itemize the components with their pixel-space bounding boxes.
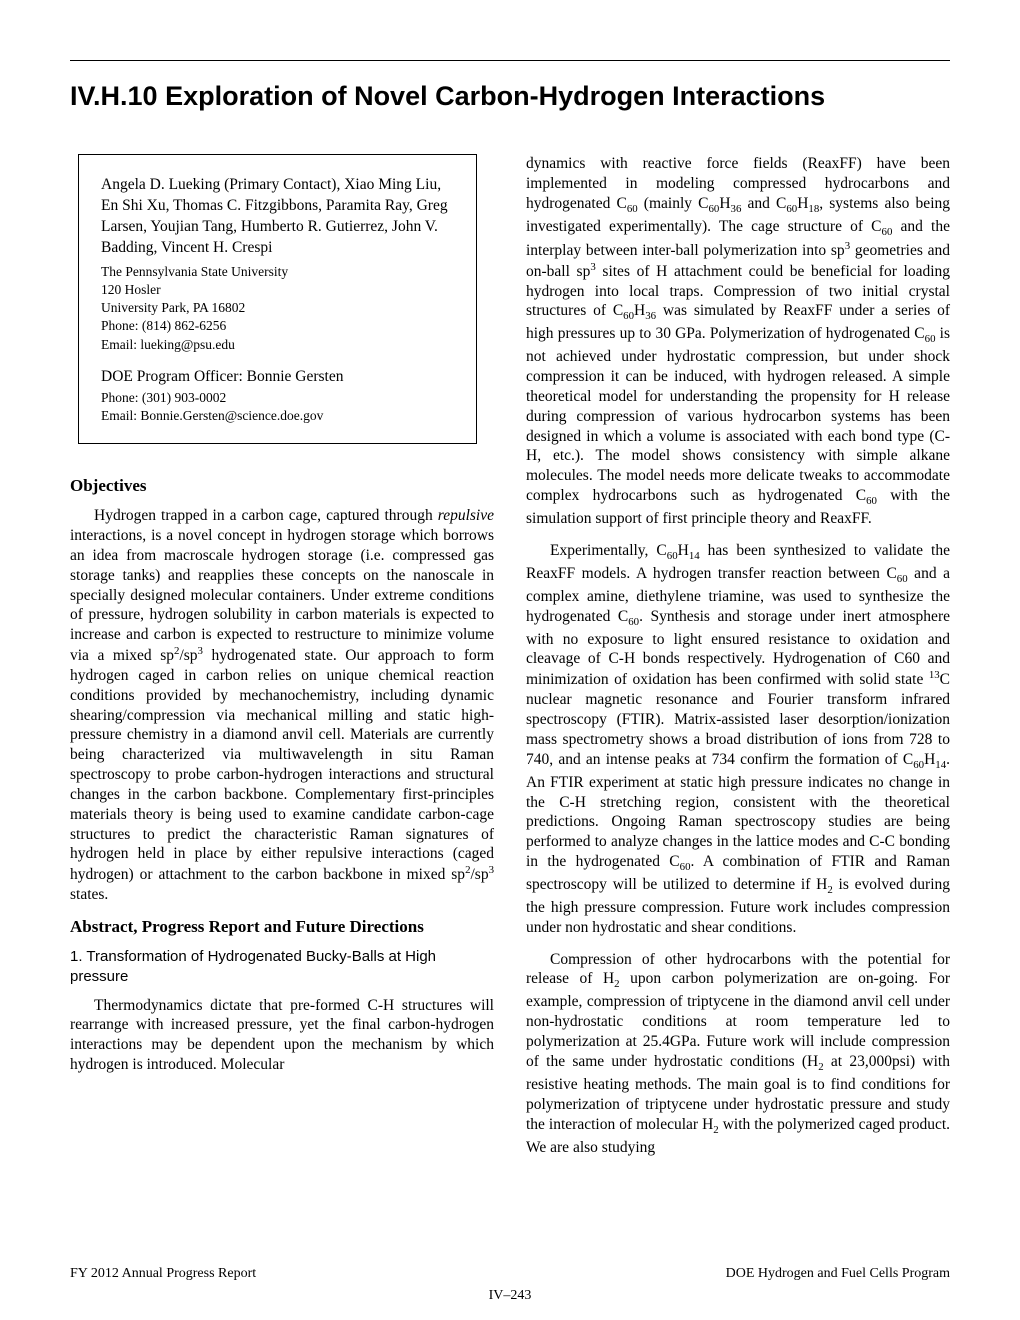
page-title: IV.H.10 Exploration of Novel Carbon-Hydr… [70, 81, 950, 112]
affiliation-block: The Pennsylvania State University 120 Ho… [101, 263, 454, 354]
subsection1-heading: 1. Transformation of Hydrogenated Bucky-… [70, 947, 494, 988]
two-column-layout: Angela D. Lueking (Primary Contact), Xia… [70, 154, 950, 1169]
footer-page-number: IV–243 [0, 1288, 1020, 1304]
left-column: Angela D. Lueking (Primary Contact), Xia… [70, 154, 494, 1169]
objectives-heading: Objectives [70, 476, 494, 496]
program-officer-contact: Phone: (301) 903-0002 Email: Bonnie.Gers… [101, 389, 454, 425]
address-line2: University Park, PA 16802 [101, 300, 245, 315]
address-line1: 120 Hosler [101, 282, 161, 297]
sub1-paragraph1: Thermodynamics dictate that pre-formed C… [70, 996, 494, 1075]
right-paragraph3: Compression of other hydrocarbons with t… [526, 950, 950, 1158]
right-column: dynamics with reactive force fields (Rea… [526, 154, 950, 1169]
authors-list: Angela D. Lueking (Primary Contact), Xia… [101, 175, 454, 259]
objectives-paragraph: Hydrogen trapped in a carbon cage, captu… [70, 506, 494, 905]
officer-phone: Phone: (301) 903-0002 [101, 390, 226, 405]
top-rule [70, 60, 950, 61]
phone: Phone: (814) 862-6256 [101, 318, 226, 333]
footer-left: FY 2012 Annual Progress Report [70, 1266, 256, 1282]
author-info-box: Angela D. Lueking (Primary Contact), Xia… [78, 154, 477, 444]
program-officer-label: DOE Program Officer: Bonnie Gersten [101, 368, 454, 386]
abstract-heading: Abstract, Progress Report and Future Dir… [70, 917, 494, 937]
right-paragraph1: dynamics with reactive force fields (Rea… [526, 154, 950, 529]
page-footer: FY 2012 Annual Progress Report DOE Hydro… [70, 1266, 950, 1282]
right-paragraph2: Experimentally, C60H14 has been synthesi… [526, 541, 950, 938]
email: Email: lueking@psu.edu [101, 337, 235, 352]
officer-email: Email: Bonnie.Gersten@science.doe.gov [101, 408, 323, 423]
footer-right: DOE Hydrogen and Fuel Cells Program [726, 1266, 950, 1282]
institution: The Pennsylvania State University [101, 264, 288, 279]
